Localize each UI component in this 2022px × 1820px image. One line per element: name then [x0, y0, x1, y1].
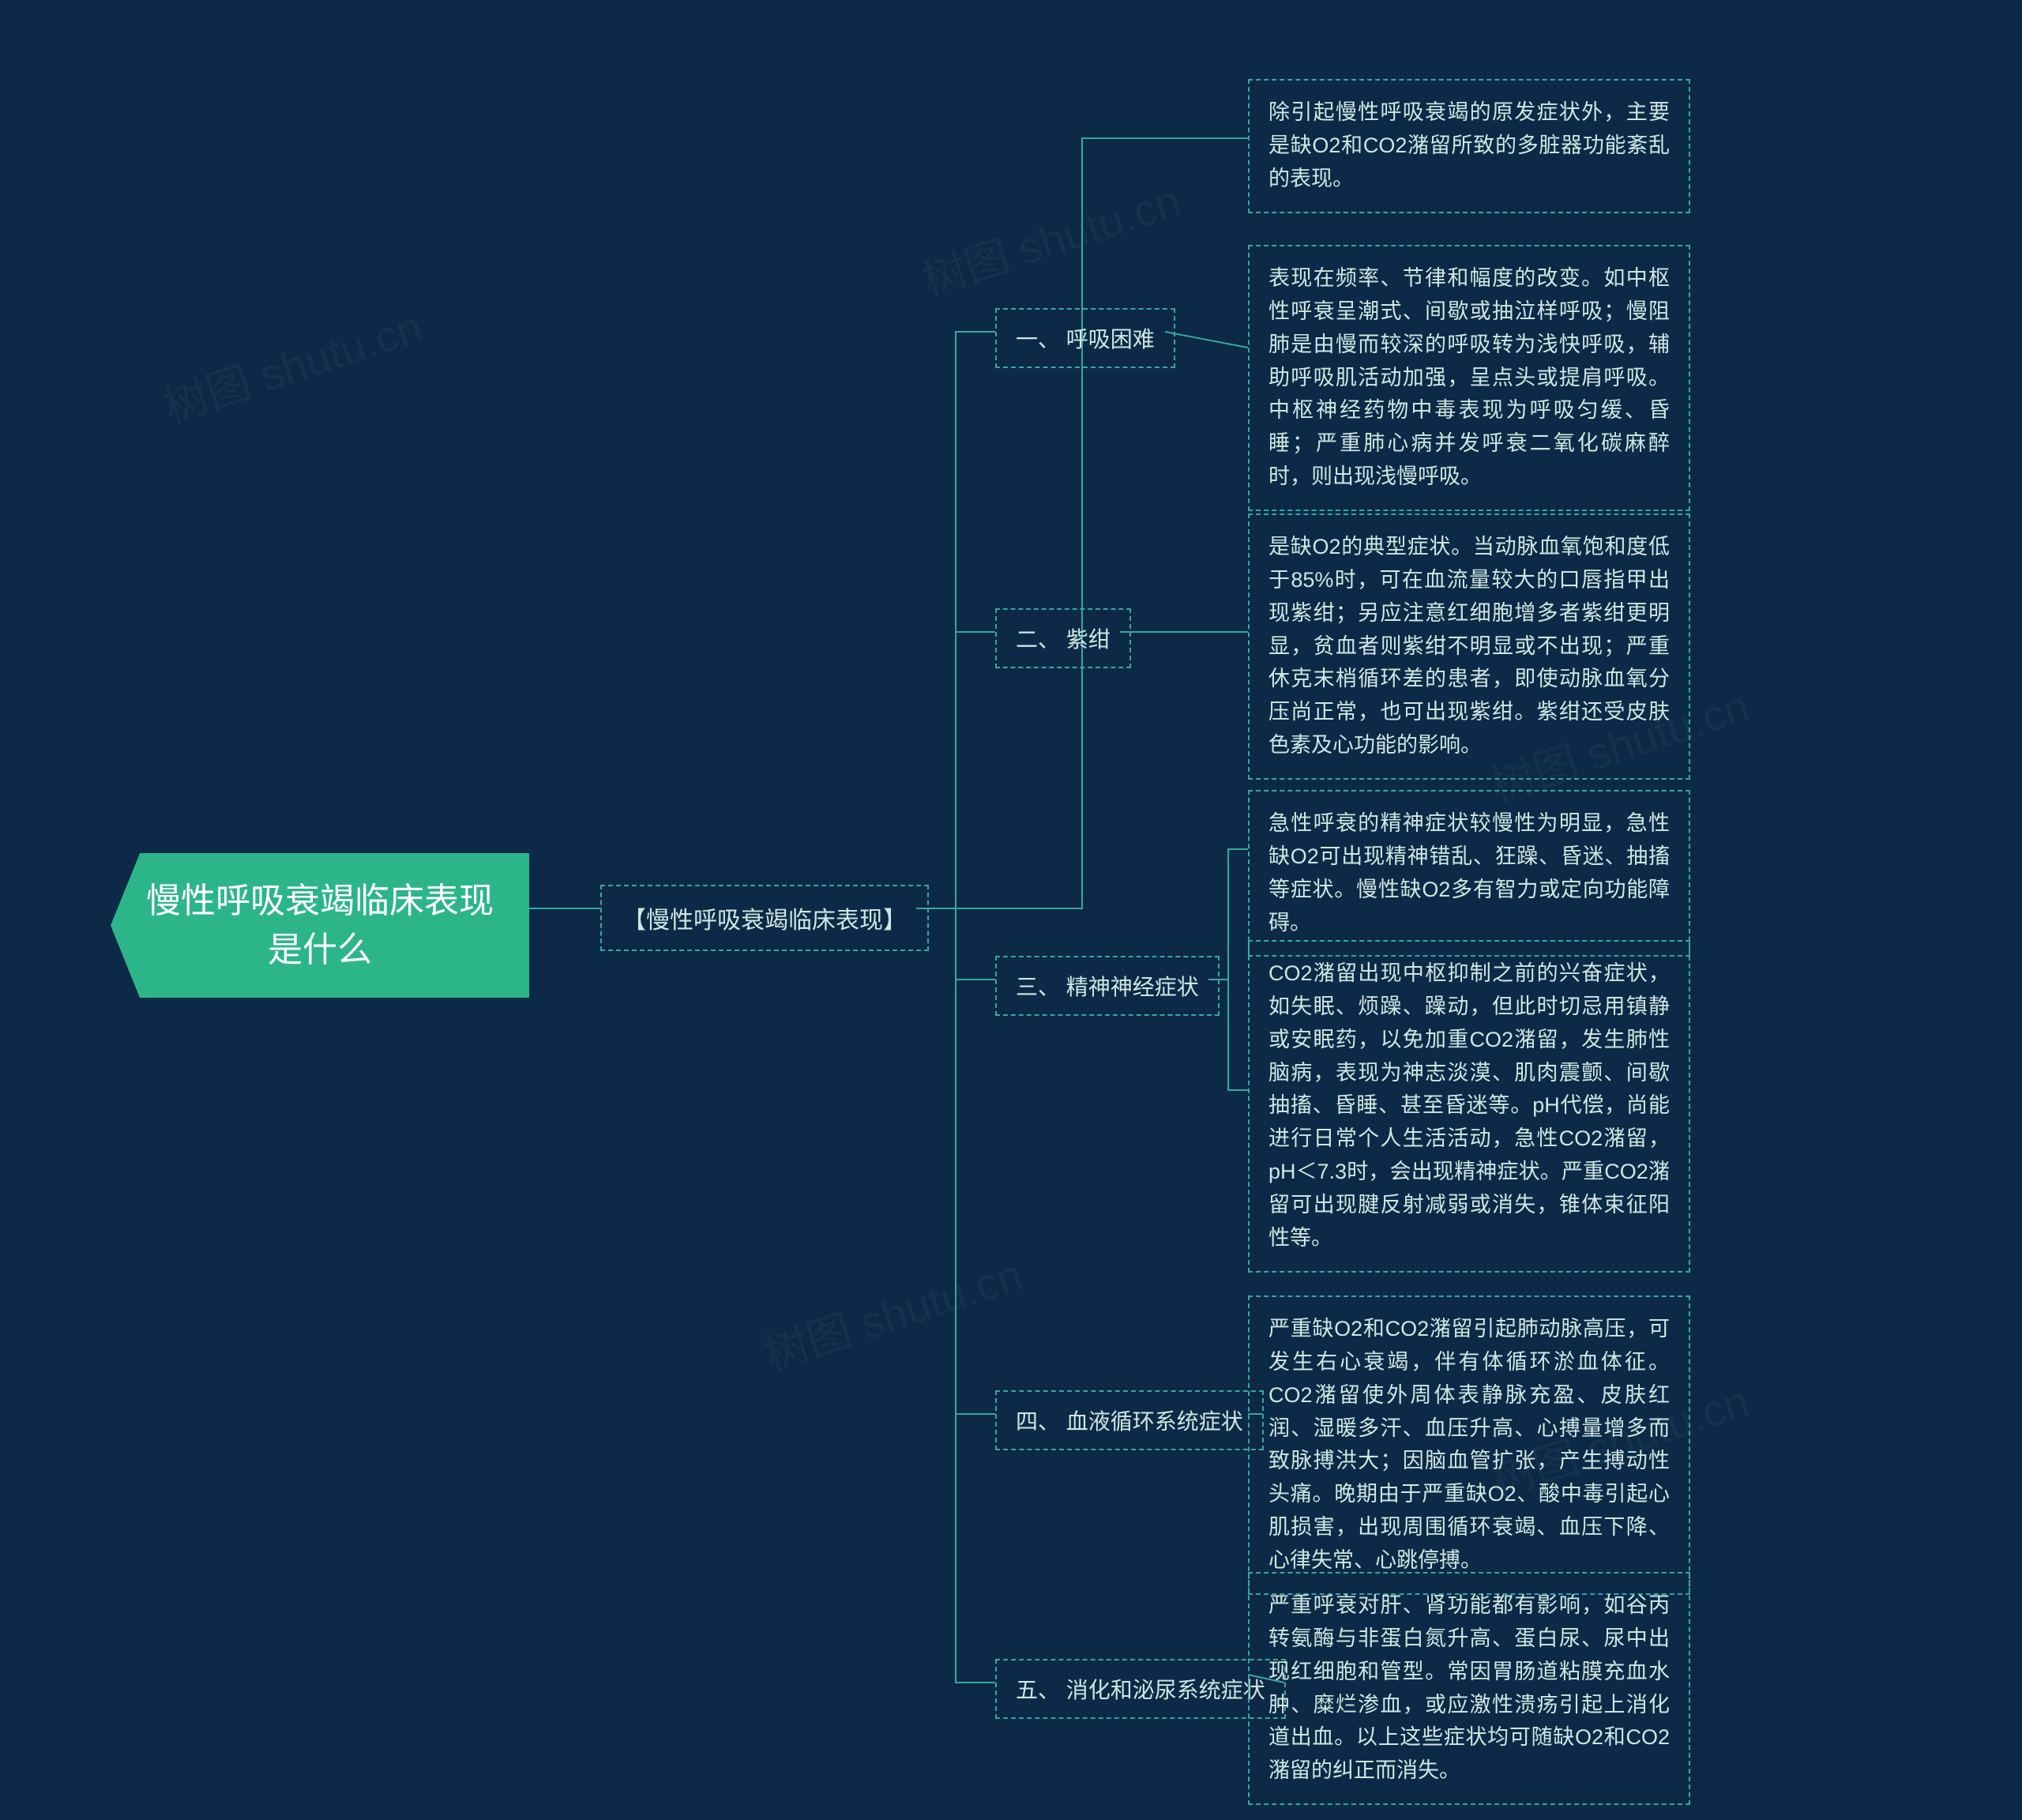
branch-circulatory: 四、 血液循环系统症状 — [995, 1390, 1264, 1450]
leaf-dyspnea-detail: 表现在频率、节律和幅度的改变。如中枢性呼衰呈潮式、间歇或抽泣样呼吸；慢阻肺是由慢… — [1248, 245, 1690, 511]
watermark: 树图 shutu.cn — [913, 166, 1188, 310]
branch-dyspnea: 一、 呼吸困难 — [995, 308, 1175, 368]
watermark: 树图 shutu.cn — [755, 1240, 1030, 1384]
branch-neuro: 三、 精神神经症状 — [995, 956, 1220, 1016]
watermark: 树图 shutu.cn — [155, 292, 430, 436]
leaf-circulatory-detail: 严重缺O2和CO2潴留引起肺动脉高压，可发生右心衰竭，伴有体循环淤血体征。CO2… — [1248, 1295, 1690, 1595]
branch-digestive-urinary: 五、 消化和泌尿系统症状 — [995, 1659, 1286, 1719]
branch-overview: 【慢性呼吸衰竭临床表现】 — [600, 885, 929, 951]
leaf-digestive-urinary-detail: 严重呼衰对肝、肾功能都有影响，如谷丙转氨酶与非蛋白氮升高、蛋白尿、尿中出现红细胞… — [1248, 1572, 1690, 1805]
leaf-neuro-b: CO2潴留出现中枢抑制之前的兴奋症状，如失眠、烦躁、躁动，但此时切忌用镇静或安眠… — [1248, 940, 1690, 1273]
leaf-cyanosis-detail: 是缺O2的典型症状。当动脉血氧饱和度低于85%时，可在血流量较大的口唇指甲出现紫… — [1248, 513, 1690, 780]
branch-cyanosis: 二、 紫绀 — [995, 608, 1131, 668]
root-node: 慢性呼吸衰竭临床表现是什么 — [111, 853, 529, 998]
leaf-neuro-a: 急性呼衰的精神症状较慢性为明显，急性缺O2可出现精神错乱、狂躁、昏迷、抽搐等症状… — [1248, 790, 1690, 957]
leaf-intro: 除引起慢性呼吸衰竭的原发症状外，主要是缺O2和CO2潴留所致的多脏器功能紊乱的表… — [1248, 79, 1690, 213]
